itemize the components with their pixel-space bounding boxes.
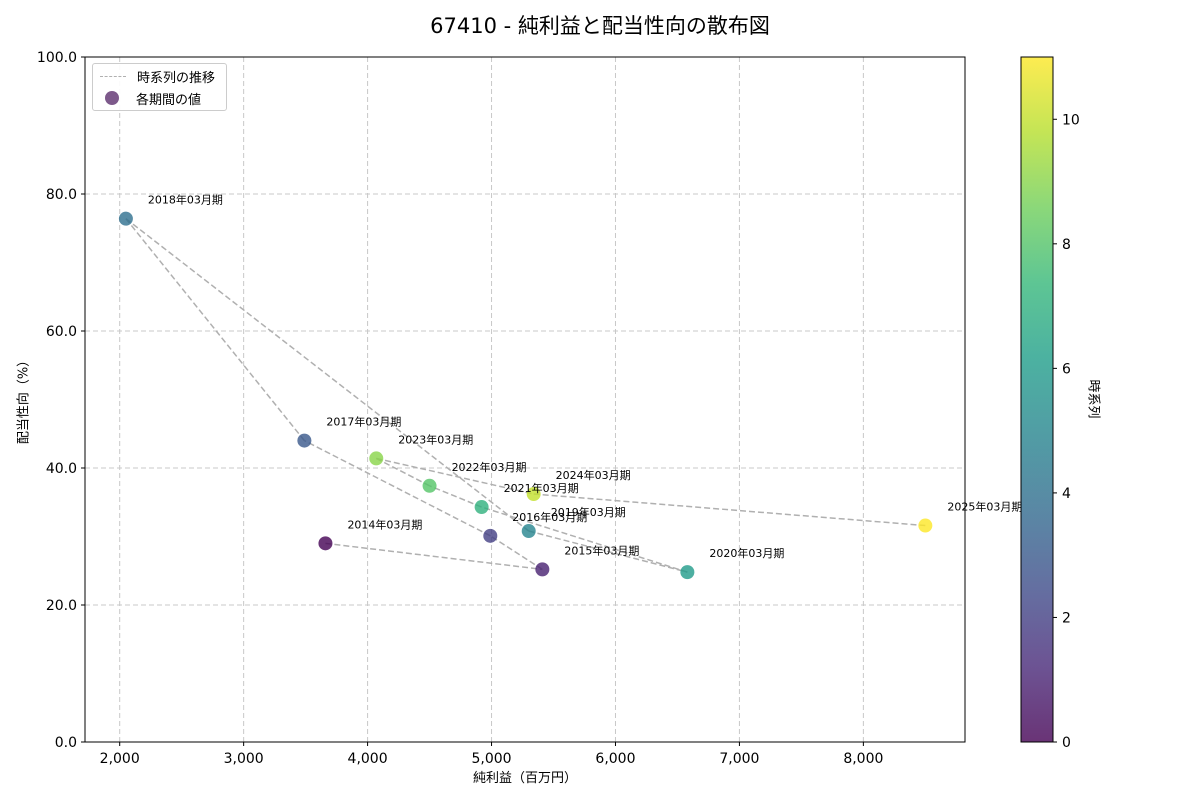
data-point [526, 487, 541, 502]
data-point [535, 562, 550, 577]
dashed-line-icon [100, 75, 126, 77]
path-segment [125, 218, 530, 532]
x-tick-label: 4,000 [348, 751, 388, 767]
colorbar-tick-label: 10 [1062, 112, 1080, 128]
data-point [474, 500, 489, 515]
point-label: 2019年03月期 [551, 505, 626, 519]
colorbar-tick-label: 0 [1062, 735, 1071, 751]
data-point [369, 451, 384, 466]
point-label: 2022年03月期 [452, 460, 527, 474]
path-segment [125, 218, 305, 442]
x-tick-label: 7,000 [719, 751, 759, 767]
colorbar-label: 時系列 [1085, 379, 1101, 419]
point-label: 2016年03月期 [512, 510, 587, 524]
x-tick-label: 5,000 [471, 751, 511, 767]
legend-entry-points: 各期間の値 [93, 88, 201, 108]
point-label: 2025年03月期 [947, 500, 1022, 514]
path-segment [375, 457, 430, 487]
point-label: 2024年03月期 [556, 468, 631, 482]
y-tick-label: 60.0 [46, 324, 77, 340]
colorbar-gradient [1021, 57, 1053, 742]
colorbar-tick-label: 8 [1062, 237, 1071, 253]
colorbar-tick-label: 4 [1062, 486, 1071, 502]
path-segment [304, 439, 491, 537]
y-tick-label: 20.0 [46, 598, 77, 614]
y-tick-label: 80.0 [46, 187, 77, 203]
time-series-path [125, 218, 926, 573]
x-tick-label: 6,000 [595, 751, 635, 767]
data-point [918, 518, 933, 533]
x-tick-label: 3,000 [224, 751, 264, 767]
colorbar-frame [1020, 56, 1054, 743]
x-tick-label: 8,000 [843, 751, 883, 767]
legend: 時系列の推移 各期間の値 [92, 63, 227, 111]
x-tick-label: 2,000 [100, 751, 140, 767]
path-segment [489, 535, 543, 571]
grid [85, 56, 965, 743]
point-label: 2018年03月期 [148, 193, 223, 207]
y-axis: 0.0 20.0 40.0 60.0 80.0 100.0 [37, 50, 85, 751]
data-point [521, 524, 536, 539]
data-point [318, 536, 333, 551]
legend-label-points: 各期間の値 [136, 92, 202, 108]
y-tick-label: 40.0 [46, 461, 77, 477]
point-label: 2014年03月期 [347, 517, 422, 531]
point-label: 2023年03月期 [398, 432, 473, 446]
point-label: 2015年03月期 [564, 543, 639, 557]
legend-entry-path: 時系列の推移 [93, 66, 215, 86]
x-axis: 2,000 3,000 4,000 5,000 6,000 7,000 8,000 [100, 742, 883, 767]
point-label: 2017年03月期 [326, 415, 401, 429]
path-segment [528, 530, 688, 573]
path-segment [325, 542, 543, 571]
x-axis-label: 純利益（百万円） [472, 771, 577, 786]
point-label: 2020年03月期 [709, 546, 784, 560]
data-point [118, 211, 133, 226]
y-axis-label: 配当性向（%） [16, 353, 32, 445]
dot-icon [105, 91, 119, 105]
colorbar-ticks: 0 2 4 6 8 10 [1053, 112, 1080, 751]
plot-frame [84, 56, 966, 743]
data-points [118, 211, 933, 580]
data-point [680, 565, 695, 580]
data-point [483, 528, 498, 543]
y-tick-label: 100.0 [37, 50, 77, 66]
path-segment [533, 493, 926, 527]
path-segment [429, 485, 482, 508]
chart-title: 67410 - 純利益と配当性向の散布図 [430, 14, 770, 38]
colorbar-tick-label: 2 [1062, 610, 1071, 626]
point-labels: 2014年03月期 2015年03月期 2016年03月期 2017年03月期 2018… [148, 193, 1022, 560]
colorbar-tick-label: 6 [1062, 361, 1071, 377]
data-point [297, 433, 312, 448]
point-label: 2021年03月期 [504, 481, 579, 495]
y-tick-label: 0.0 [55, 735, 77, 751]
data-point [422, 478, 437, 493]
colorbar: 0 2 4 6 8 10 [1020, 56, 1080, 751]
legend-label-path: 時系列の推移 [137, 70, 216, 86]
